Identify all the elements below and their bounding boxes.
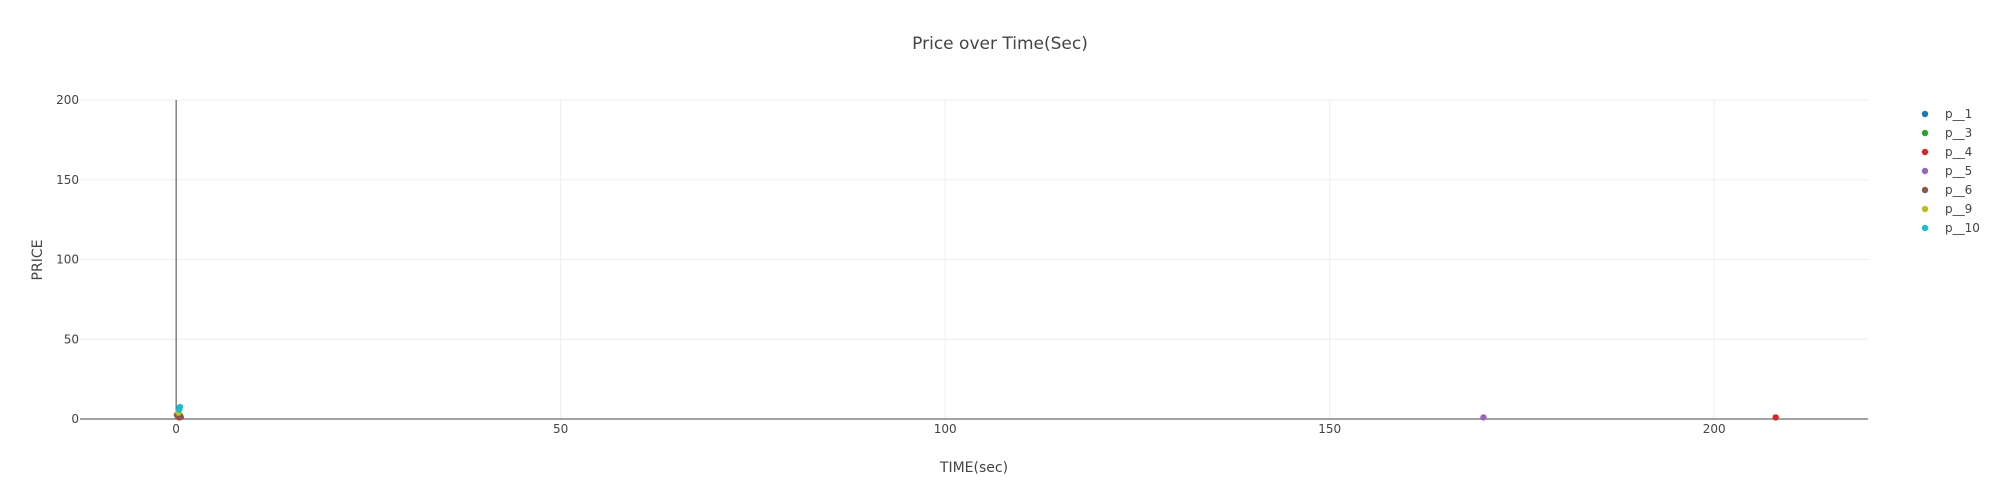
legend-item[interactable]: p__3 [1921,126,1972,140]
ticks-layer: 0 50 100 150 200 0 50 100 150 200 [56,93,1726,436]
legend-item[interactable]: p__1 [1921,107,1972,121]
legend-label: p__9 [1945,202,1972,216]
x-tick-label: 100 [934,422,957,436]
legend-marker [1921,129,1929,137]
legend-item[interactable]: p__10 [1921,221,1980,235]
legend-label: p__10 [1945,221,1980,235]
x-tick-label: 50 [553,422,568,436]
points-layer [173,403,1779,421]
x-tick-label: 150 [1318,422,1341,436]
data-point-p-5[interactable] [1480,414,1487,421]
legend-label: p__4 [1945,145,1972,159]
y-tick-label: 100 [56,253,79,267]
y-tick-label: 0 [71,412,79,426]
legend-item[interactable]: p__9 [1921,202,1972,216]
chart-title: Price over Time(Sec) [912,34,1088,54]
legend-item[interactable]: p__5 [1921,164,1972,178]
legend-label: p__6 [1945,183,1972,197]
legend-marker [1921,205,1929,213]
data-point-p-4[interactable] [1772,414,1779,421]
legend-marker [1921,167,1929,175]
legend-marker [1921,224,1929,232]
legend-marker [1921,110,1929,118]
legend-label: p__3 [1945,126,1972,140]
legend-label: p__5 [1945,164,1972,178]
grid-layer [80,99,1868,419]
y-tick-label: 50 [64,332,79,346]
axes-layer [80,100,1868,420]
legend-item[interactable]: p__6 [1921,183,1972,197]
x-tick-label: 200 [1703,422,1726,436]
legend-marker [1921,148,1929,156]
y-axis-title: PRICE [30,240,46,281]
y-tick-label: 200 [56,93,79,107]
legend-label: p__1 [1945,107,1972,121]
x-axis-title: TIME(sec) [939,460,1008,476]
y-tick-label: 150 [56,173,79,187]
legend-marker [1921,186,1929,194]
legend-item[interactable]: p__4 [1921,145,1972,159]
legend[interactable]: p__1 p__3 p__4 p__5 p__6 p__9 p__10 [1921,107,1980,235]
data-point-p-10[interactable] [176,406,183,413]
x-tick-label: 0 [172,422,180,436]
